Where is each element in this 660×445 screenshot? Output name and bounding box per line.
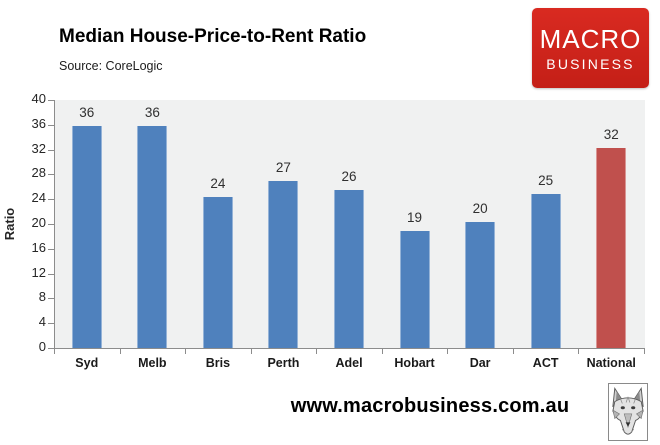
bar-value-label: 36 [144, 105, 160, 121]
bar-bris [202, 197, 233, 348]
bar-dar [465, 222, 496, 348]
y-tick-label: 0 [38, 339, 46, 354]
x-tick-mark [54, 349, 55, 354]
bar-value-label: 24 [210, 176, 226, 192]
x-tick-mark [250, 349, 252, 354]
bar-act [530, 193, 561, 348]
x-category-label: Dar [469, 356, 491, 370]
y-tick-mark [48, 224, 54, 225]
x-tick-mark [185, 349, 187, 354]
y-tick-mark [48, 149, 54, 151]
macrobusiness-logo: MACRO BUSINESS [532, 8, 649, 88]
wolf-logo [608, 383, 648, 441]
bar-national [596, 148, 627, 348]
website-url: www.macrobusiness.com.au [290, 395, 570, 417]
y-tick-label: 20 [31, 215, 46, 230]
x-category-label: National [586, 356, 636, 370]
bar-syd [71, 126, 102, 348]
y-tick-label: 16 [31, 239, 46, 255]
bar-value-label: 19 [407, 209, 423, 225]
bar-perth [268, 181, 299, 348]
bar-melb [137, 126, 168, 348]
y-tick-label: 8 [38, 289, 46, 305]
x-category-label: Hobart [394, 356, 435, 370]
y-tick-label: 12 [31, 264, 46, 280]
y-tick-mark [48, 100, 54, 101]
y-tick-label: 28 [31, 165, 46, 181]
x-category-label: Syd [75, 356, 99, 370]
bar-adel [334, 189, 364, 348]
x-tick-mark [316, 349, 318, 354]
bar-value-label: 32 [603, 127, 619, 143]
bar-value-label: 36 [79, 105, 95, 121]
chart-title: Median House-Price-to-Rent Ratio [59, 26, 367, 47]
y-tick-label: 32 [31, 140, 46, 156]
x-category-label: ACT [532, 356, 559, 370]
y-tick-mark [48, 323, 54, 325]
bar-value-label: 20 [472, 201, 488, 217]
source-note: Source: CoreLogic [59, 59, 163, 73]
x-category-label: Perth [267, 356, 300, 370]
x-category-label: Bris [205, 356, 231, 370]
bar-value-label: 27 [275, 160, 291, 176]
x-category-label: Melb [138, 356, 167, 370]
y-tick-label: 4 [38, 314, 46, 330]
wolf-head-icon [612, 387, 644, 435]
y-tick-mark [48, 174, 54, 176]
y-tick-mark [48, 348, 54, 349]
y-tick-label: 40 [31, 91, 46, 106]
y-tick-mark [48, 199, 54, 201]
x-tick-mark [644, 349, 645, 354]
x-tick-mark [381, 349, 383, 354]
logo-text-macro: MACRO [539, 23, 642, 54]
x-category-label: Adel [335, 356, 363, 370]
logo-text-business: BUSINESS [546, 55, 635, 72]
x-tick-mark [578, 349, 580, 354]
x-tick-mark [447, 349, 449, 354]
y-tick-mark [48, 298, 54, 300]
y-tick-mark [48, 124, 54, 126]
y-tick-label: 36 [31, 115, 46, 131]
bar-hobart [399, 230, 430, 348]
x-tick-mark [119, 349, 121, 354]
bar-value-label: 26 [341, 168, 357, 184]
x-tick-mark [512, 349, 514, 354]
bar-value-label: 25 [538, 172, 554, 188]
y-tick-mark [48, 273, 54, 275]
y-tick-mark [48, 248, 54, 250]
y-tick-label: 24 [31, 190, 46, 206]
